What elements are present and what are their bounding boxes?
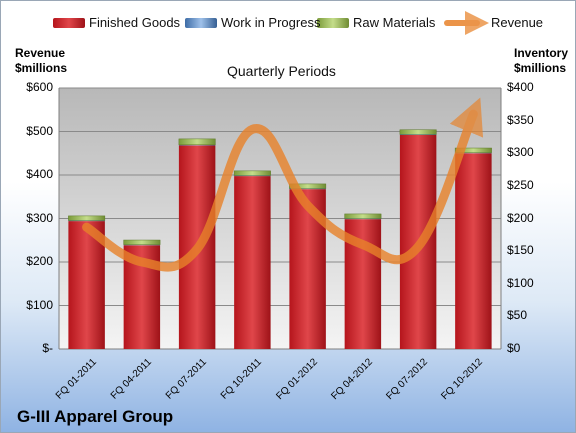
left-y-tick-label: $600 (26, 80, 53, 94)
bar-work-in-progress (123, 244, 161, 246)
left-axis-title-line2: $millions (15, 61, 68, 75)
bar-raw-materials (454, 147, 492, 153)
bar-raw-materials (123, 239, 161, 245)
legend-swatches (53, 11, 489, 35)
right-y-tick-label: $350 (507, 112, 534, 127)
bar-raw-materials (289, 183, 327, 189)
company-name: G-III Apparel Group (17, 407, 174, 426)
legend-label-raw-materials: Raw Materials (353, 15, 436, 30)
legend-label-revenue: Revenue (491, 15, 544, 30)
right-axis-title-line1: Inventory (514, 46, 569, 60)
legend-swatch-raw-materials (317, 18, 349, 28)
legend-swatch-work-in-progress (185, 18, 217, 28)
bar-raw-materials (233, 170, 271, 176)
right-y-tick-label: $400 (507, 80, 534, 94)
right-axis-title: Inventory $millions (514, 46, 568, 76)
right-y-tick-label: $0 (507, 341, 521, 355)
right-y-tick-label: $50 (507, 308, 528, 323)
bar-work-in-progress (289, 188, 326, 190)
bar-work-in-progress (234, 175, 271, 177)
bar-raw-materials (399, 129, 437, 135)
right-y-tick-label: $100 (507, 275, 534, 290)
bar-raw-materials (178, 138, 216, 146)
bar-work-in-progress (178, 144, 216, 146)
legend-label-finished-goods: Finished Goods (89, 15, 181, 30)
left-y-tick-label: $100 (26, 297, 53, 312)
legend-swatch-finished-goods (53, 18, 85, 28)
bar-work-in-progress (68, 220, 105, 222)
legend-label-work-in-progress: Work in Progress (221, 15, 321, 30)
right-y-tick-label: $300 (507, 145, 534, 160)
bar-raw-materials (68, 215, 106, 221)
left-y-tick-label: $- (42, 341, 53, 355)
bar-raw-materials (344, 213, 382, 219)
left-y-tick-label: $500 (26, 123, 53, 138)
left-y-tick-label: $200 (26, 254, 53, 268)
left-axis-title-line1: Revenue (15, 46, 66, 60)
right-y-tick-label: $150 (507, 243, 534, 258)
revenue-line (82, 97, 484, 272)
right-y-tick-label: $250 (507, 177, 534, 192)
revenue-line-group (82, 97, 484, 272)
bar-work-in-progress (399, 134, 437, 135)
chart-title: Quarterly Periods (227, 63, 336, 79)
right-y-tick-label: $200 (507, 210, 534, 225)
left-y-tick-label: $400 (26, 167, 53, 181)
left-y-tick-label: $300 (26, 210, 53, 225)
bar-work-in-progress (344, 218, 382, 220)
bar-finished-goods (455, 153, 492, 349)
left-axis-title: Revenue $millions (15, 46, 67, 76)
bar-finished-goods (68, 221, 105, 349)
right-axis-title-line2: $millions (514, 61, 567, 75)
bar-work-in-progress (455, 152, 492, 154)
bar-finished-goods (234, 176, 271, 349)
